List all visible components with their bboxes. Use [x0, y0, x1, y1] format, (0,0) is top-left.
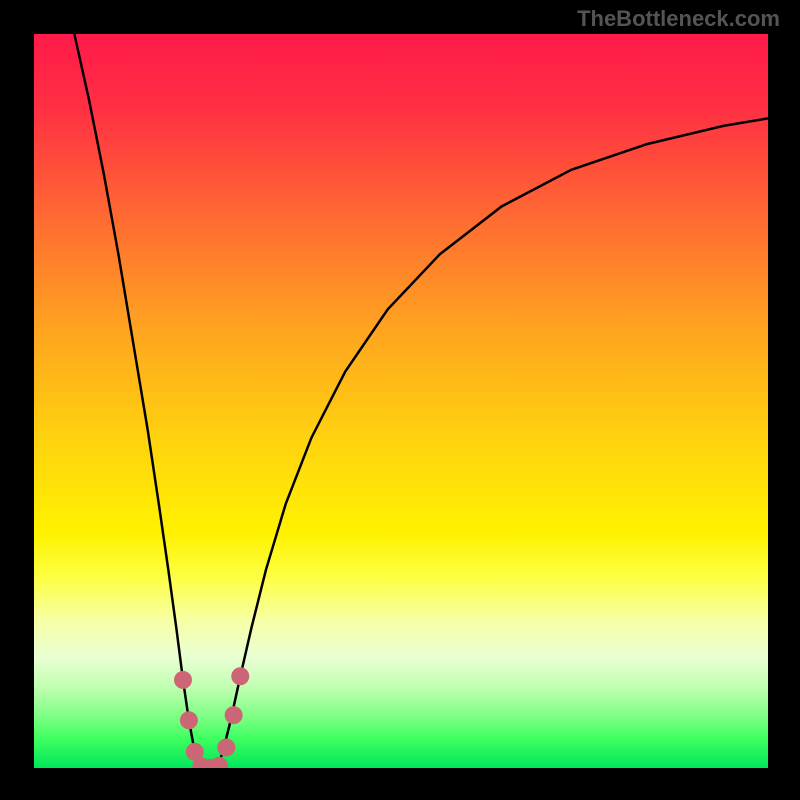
marker-dot	[210, 757, 228, 768]
watermark: TheBottleneck.com	[577, 6, 780, 32]
curve-layer	[34, 34, 768, 768]
marker-dot	[217, 738, 235, 756]
watermark-text: TheBottleneck.com	[577, 6, 780, 31]
curve-left	[74, 34, 201, 768]
marker-dot	[174, 671, 192, 689]
chart-container: TheBottleneck.com	[0, 0, 800, 800]
curve-right	[218, 118, 769, 768]
best-fit-markers	[174, 667, 249, 768]
marker-dot	[180, 711, 198, 729]
marker-dot	[231, 667, 249, 685]
plot-area	[34, 34, 768, 768]
marker-dot	[225, 706, 243, 724]
